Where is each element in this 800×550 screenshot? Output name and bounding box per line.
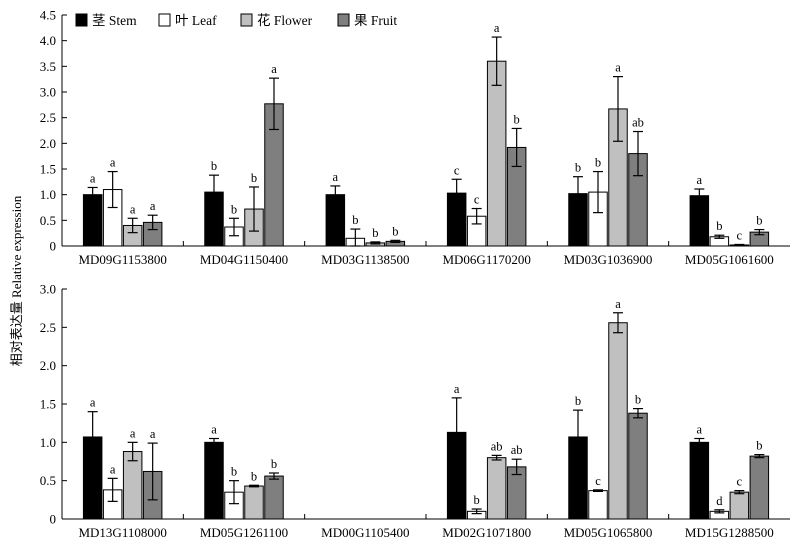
bar [608,322,628,520]
y-tick-label: 3.5 [40,59,56,74]
legend-swatch [337,13,350,27]
significance-label: b [635,393,641,407]
y-tick-label: 3.0 [40,282,56,297]
significance-label: ab [511,443,523,457]
legend-swatch [158,13,171,27]
category-label: MD09G1153800 [78,252,166,267]
significance-label: b [392,224,398,238]
bar [689,441,710,520]
significance-label: a [110,462,116,476]
category-label: MD02G1071800 [442,525,531,540]
y-tick-label: 1.0 [40,435,56,450]
y-tick-label: 4.0 [40,33,56,48]
bar [264,475,284,520]
significance-label: a [454,382,460,396]
significance-label: b [211,159,217,173]
significance-label: b [756,214,762,228]
significance-label: a [110,156,116,170]
significance-label: b [575,161,581,175]
category-label: MD00G1105400 [321,525,409,540]
significance-label: b [514,112,520,126]
significance-label: b [716,219,722,233]
significance-label: a [150,199,156,213]
significance-label: a [494,21,500,35]
legend-entry: 叶 Leaf [175,13,217,28]
y-tick-label: 2.0 [40,358,56,373]
significance-label: b [251,171,257,185]
bar [244,485,264,520]
significance-label: a [615,297,621,311]
legend-entry: 茎 Stem [92,13,137,28]
y-tick-label: 1.5 [40,162,56,177]
category-label: MD03G1036900 [564,252,653,267]
significance-label: a [211,423,217,437]
bar [729,491,750,520]
bar [486,60,507,247]
category-label: MD13G1108000 [78,525,166,540]
category-label: MD06G1170200 [442,252,530,267]
significance-label: c [737,475,743,489]
category-label: MD05G1261100 [200,525,288,540]
significance-label: b [352,213,358,227]
y-tick-label: 0 [50,239,57,254]
y-tick-label: 2.5 [40,320,56,335]
category-label: MD05G1061600 [685,252,774,267]
significance-label: b [595,156,601,170]
legend-swatch [240,13,253,27]
y-tick-label: 4.5 [40,8,56,23]
significance-label: a [90,396,96,410]
significance-label: ab [491,439,503,453]
significance-label: a [615,61,621,75]
y-tick-label: 2.5 [40,110,56,125]
significance-label: b [575,394,581,408]
category-label: MD04G1150400 [200,252,288,267]
significance-label: a [697,173,703,187]
bar [204,441,224,520]
legend-entry: 花 Flower [257,13,313,28]
significance-label: b [372,226,378,240]
y-tick-label: 1.5 [40,397,56,412]
significance-label: a [90,171,96,185]
significance-label: a [697,423,703,437]
bar [749,455,770,520]
category-label: MD03G1138500 [321,252,409,267]
bar [628,412,648,520]
significance-label: a [130,426,136,440]
significance-label: c [737,228,743,242]
bar [588,490,608,520]
significance-label: a [150,427,156,441]
significance-label: c [454,163,460,177]
significance-label: a [271,62,277,76]
category-label: MD15G1288500 [685,525,774,540]
significance-label: b [231,202,237,216]
y-tick-label: 3.0 [40,85,56,100]
y-tick-label: 1.0 [40,187,56,202]
significance-label: ab [632,116,644,130]
bar [122,451,143,520]
significance-label: b [271,457,277,471]
significance-label: a [333,170,339,184]
significance-label: d [716,494,723,508]
y-tick-label: 0 [50,512,57,527]
legend-swatch [75,13,88,27]
significance-label: b [756,439,762,453]
category-label: MD05G1065800 [564,525,653,540]
significance-label: c [474,193,480,207]
y-tick-label: 0.5 [40,473,56,488]
significance-label: c [595,474,601,488]
legend-entry: 果 Fruit [354,13,397,28]
significance-label: b [251,469,257,483]
significance-label: b [231,465,237,479]
bar [486,457,507,520]
bar [689,195,710,247]
y-axis-title: 相对表达量 Relative expression [9,195,24,366]
significance-label: b [474,493,480,507]
y-tick-label: 0.5 [40,213,56,228]
significance-label: a [130,202,136,216]
y-tick-label: 2.0 [40,136,56,151]
